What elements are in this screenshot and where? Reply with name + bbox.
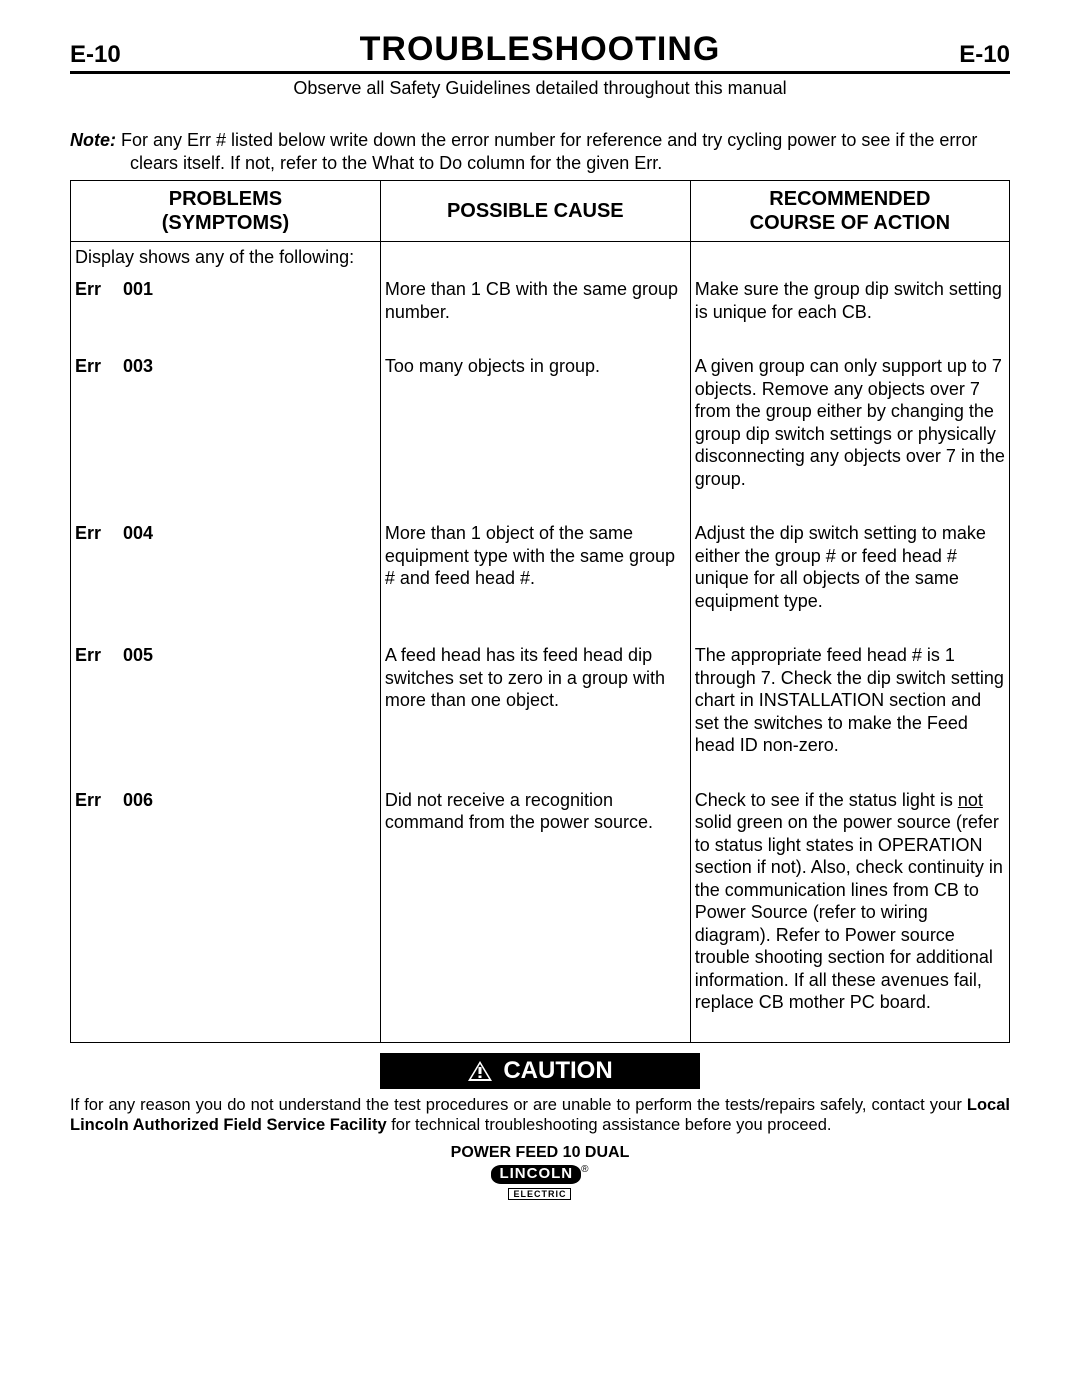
symptom-cell: Err006: [71, 785, 381, 1043]
page-footer: POWER FEED 10 DUAL LINCOLN® ELECTRIC: [70, 1144, 1010, 1202]
symptom-cell: Err004: [71, 518, 381, 640]
footer-model: POWER FEED 10 DUAL: [70, 1144, 1010, 1162]
caution-text: If for any reason you do not understand …: [70, 1095, 1010, 1136]
note-paragraph: Note: For any Err # listed below write d…: [70, 129, 1010, 176]
page-title: TROUBLESHOOTING: [150, 30, 930, 69]
caution-banner: CAUTION: [380, 1053, 700, 1089]
page-number-left: E-10: [70, 41, 150, 69]
table-header-action: RECOMMENDED COURSE OF ACTION: [690, 180, 1009, 241]
symptom-cell: Err005: [71, 640, 381, 785]
action-cell: The appropriate feed head # is 1 through…: [690, 640, 1009, 785]
table-row: Display shows any of the following:: [71, 241, 1010, 274]
action-cell: Make sure the group dip switch setting i…: [690, 274, 1009, 351]
cause-cell: More than 1 CB with the same group numbe…: [380, 274, 690, 351]
table-row: Err005 A feed head has its feed head dip…: [71, 640, 1010, 785]
note-label: Note:: [70, 130, 116, 150]
cause-cell: Did not receive a recognition command fr…: [380, 785, 690, 1043]
troubleshooting-table: PROBLEMS (SYMPTOMS) POSSIBLE CAUSE RECOM…: [70, 180, 1010, 1043]
table-row: Err006 Did not receive a recognition com…: [71, 785, 1010, 1043]
symptom-cell: Err001: [71, 274, 381, 351]
action-cell: A given group can only support up to 7 o…: [690, 351, 1009, 518]
caution-label: CAUTION: [503, 1057, 612, 1085]
symptom-cell: Err003: [71, 351, 381, 518]
intro-cell: Display shows any of the following:: [71, 241, 381, 274]
table-header-cause: POSSIBLE CAUSE: [380, 180, 690, 241]
lincoln-logo: LINCOLN® ELECTRIC: [491, 1164, 588, 1202]
warning-triangle-icon: [467, 1060, 493, 1082]
cause-cell: More than 1 object of the same equipment…: [380, 518, 690, 640]
action-cell: Check to see if the status light is not …: [690, 785, 1009, 1043]
table-header-problems: PROBLEMS (SYMPTOMS): [71, 180, 381, 241]
table-row: Err004 More than 1 object of the same eq…: [71, 518, 1010, 640]
page-header: E-10 TROUBLESHOOTING E-10: [70, 30, 1010, 74]
note-text: For any Err # listed below write down th…: [121, 130, 977, 173]
action-cell: Adjust the dip switch setting to make ei…: [690, 518, 1009, 640]
page-number-right: E-10: [930, 41, 1010, 69]
cause-cell: A feed head has its feed head dip switch…: [380, 640, 690, 785]
table-row: Err001 More than 1 CB with the same grou…: [71, 274, 1010, 351]
table-row: Err003 Too many objects in group. A give…: [71, 351, 1010, 518]
safety-guideline-text: Observe all Safety Guidelines detailed t…: [70, 78, 1010, 99]
cause-cell: Too many objects in group.: [380, 351, 690, 518]
